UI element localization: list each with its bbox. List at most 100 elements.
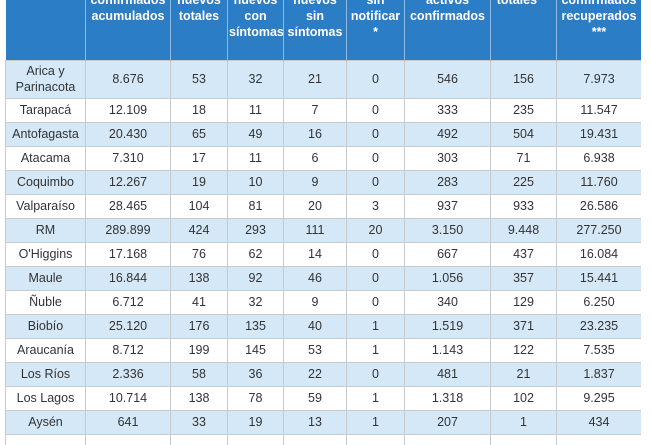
value-cell: 40 bbox=[283, 313, 347, 339]
value-cell: 277.250 bbox=[556, 217, 641, 243]
value-cell: 28.465 bbox=[85, 193, 171, 219]
value-cell: 36 bbox=[227, 361, 284, 387]
value-cell: 10 bbox=[227, 169, 284, 195]
header-cell: confirmados recuperados *** bbox=[556, 0, 641, 60]
header-cell bbox=[5, 0, 86, 60]
empty-cell bbox=[490, 433, 557, 445]
value-cell: 53 bbox=[170, 59, 228, 99]
table-container: confirmados acumulados nuevos totales nuev… bbox=[5, 0, 641, 445]
value-cell: 667 bbox=[404, 241, 491, 267]
value-cell: 225 bbox=[490, 169, 557, 195]
region-cell: Maule bbox=[5, 265, 86, 291]
table-row: Arica y Parinacota 8.676 53 32 21 0 546 156 7.97… bbox=[5, 59, 641, 99]
value-cell: 1.318 bbox=[404, 385, 491, 411]
value-cell: 340 bbox=[404, 289, 491, 315]
value-cell: 7.310 bbox=[85, 145, 171, 171]
header-cell: nuevos con síntomas bbox=[227, 0, 284, 60]
region-cell: Biobío bbox=[5, 313, 86, 339]
region-cell: Arica y Parinacota bbox=[5, 59, 86, 99]
value-cell: 16 bbox=[283, 121, 347, 147]
table-row: Ñuble 6.712 41 32 9 0 340 129 6.250 bbox=[5, 289, 641, 315]
value-cell: 13 bbox=[283, 409, 347, 435]
value-cell: 59 bbox=[283, 385, 347, 411]
value-cell: 135 bbox=[227, 313, 284, 339]
value-cell: 111 bbox=[283, 217, 347, 243]
value-cell: 81 bbox=[227, 193, 284, 219]
value-cell: 6 bbox=[283, 145, 347, 171]
value-cell: 6.938 bbox=[556, 145, 641, 171]
value-cell: 71 bbox=[490, 145, 557, 171]
value-cell: 0 bbox=[346, 265, 405, 291]
value-cell: 145 bbox=[227, 337, 284, 363]
header-cell: nuevos sin síntomas bbox=[283, 0, 347, 60]
value-cell: 293 bbox=[227, 217, 284, 243]
header-row: confirmados acumulados nuevos totales nuev… bbox=[5, 0, 641, 60]
value-cell: 176 bbox=[170, 313, 228, 339]
table-row: Biobío 25.120 176 135 40 1 1.519 371 23.235 bbox=[5, 313, 641, 339]
value-cell: 0 bbox=[346, 145, 405, 171]
header-text: sin notificar * bbox=[350, 0, 401, 39]
value-cell: 1 bbox=[346, 313, 405, 339]
empty-cell bbox=[170, 433, 228, 445]
value-cell: 333 bbox=[404, 97, 491, 123]
value-cell: 641 bbox=[85, 409, 171, 435]
region-cell: O'Higgins bbox=[5, 241, 86, 267]
region-cell: Atacama bbox=[5, 145, 86, 171]
value-cell: 2.336 bbox=[85, 361, 171, 387]
value-cell: 12.267 bbox=[85, 169, 171, 195]
region-cell: Araucanía bbox=[5, 337, 86, 363]
value-cell: 1 bbox=[346, 337, 405, 363]
value-cell: 933 bbox=[490, 193, 557, 219]
header-cell: confirmados acumulados bbox=[85, 0, 171, 60]
value-cell: 129 bbox=[490, 289, 557, 315]
value-cell: 437 bbox=[490, 241, 557, 267]
table-row: Valparaíso 28.465 104 81 20 3 937 933 26.586 bbox=[5, 193, 641, 219]
value-cell: 289.899 bbox=[85, 217, 171, 243]
table-row: Los Ríos 2.336 58 36 22 0 481 21 1.837 bbox=[5, 361, 641, 387]
empty-cell bbox=[404, 433, 491, 445]
empty-cell bbox=[556, 433, 641, 445]
value-cell: 1.837 bbox=[556, 361, 641, 387]
value-cell: 6.250 bbox=[556, 289, 641, 315]
value-cell: 492 bbox=[404, 121, 491, 147]
value-cell: 53 bbox=[283, 337, 347, 363]
value-cell: 1.519 bbox=[404, 313, 491, 339]
header-cell: totales ** bbox=[490, 0, 557, 60]
value-cell: 303 bbox=[404, 145, 491, 171]
empty-cell bbox=[227, 433, 284, 445]
region-cell: Los Ríos bbox=[5, 361, 86, 387]
empty-cell bbox=[283, 433, 347, 445]
value-cell: 7.535 bbox=[556, 337, 641, 363]
table-row: Maule 16.844 138 92 46 0 1.056 357 15.441 bbox=[5, 265, 641, 291]
table-row bbox=[5, 433, 641, 445]
value-cell: 424 bbox=[170, 217, 228, 243]
value-cell: 20.430 bbox=[85, 121, 171, 147]
value-cell: 102 bbox=[490, 385, 557, 411]
value-cell: 23.235 bbox=[556, 313, 641, 339]
value-cell: 32 bbox=[227, 289, 284, 315]
region-cell: Antofagasta bbox=[5, 121, 86, 147]
value-cell: 92 bbox=[227, 265, 284, 291]
value-cell: 504 bbox=[490, 121, 557, 147]
value-cell: 371 bbox=[490, 313, 557, 339]
region-cell: RM bbox=[5, 217, 86, 243]
value-cell: 12.109 bbox=[85, 97, 171, 123]
value-cell: 138 bbox=[170, 265, 228, 291]
value-cell: 7 bbox=[283, 97, 347, 123]
value-cell: 0 bbox=[346, 169, 405, 195]
table-row: Araucanía 8.712 199 145 53 1 1.143 122 7.535 bbox=[5, 337, 641, 363]
value-cell: 33 bbox=[170, 409, 228, 435]
value-cell: 18 bbox=[170, 97, 228, 123]
value-cell: 0 bbox=[346, 97, 405, 123]
table-row: Atacama 7.310 17 11 6 0 303 71 6.938 bbox=[5, 145, 641, 171]
value-cell: 65 bbox=[170, 121, 228, 147]
value-cell: 9 bbox=[283, 169, 347, 195]
header-text: totales ** bbox=[496, 0, 551, 7]
value-cell: 11 bbox=[227, 97, 284, 123]
value-cell: 78 bbox=[227, 385, 284, 411]
value-cell: 434 bbox=[556, 409, 641, 435]
value-cell: 19.431 bbox=[556, 121, 641, 147]
value-cell: 62 bbox=[227, 241, 284, 267]
table-row: Los Lagos 10.714 138 78 59 1 1.318 102 9.295 bbox=[5, 385, 641, 411]
value-cell: 0 bbox=[346, 241, 405, 267]
